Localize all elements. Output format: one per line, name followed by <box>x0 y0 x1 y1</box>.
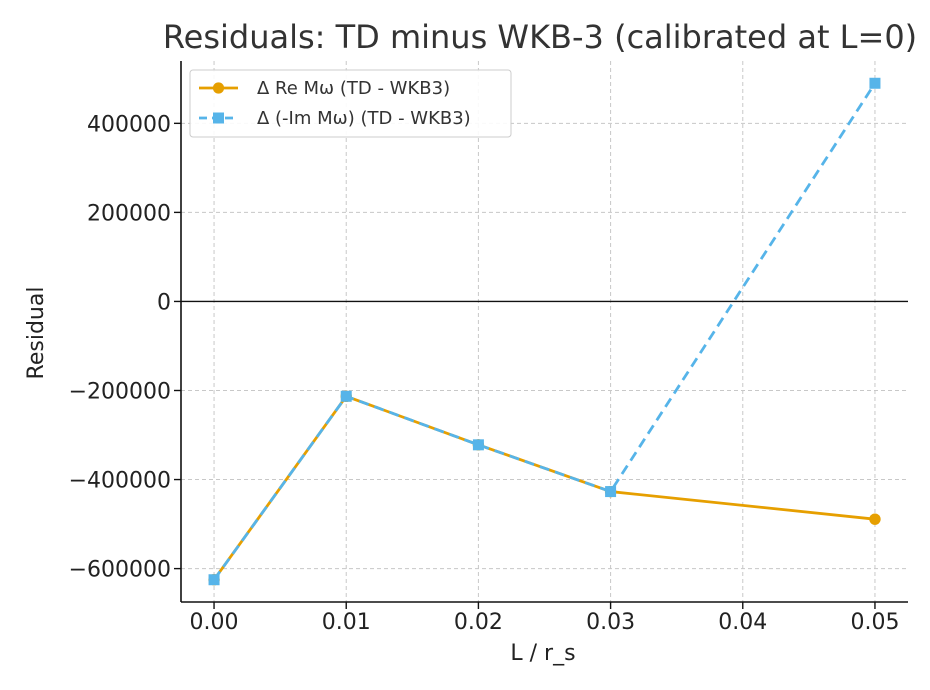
y-axis-label: Residual <box>24 287 49 380</box>
legend-box <box>189 69 512 138</box>
y-tick-label: 200000 <box>87 201 171 226</box>
series-2-point <box>869 77 881 89</box>
legend-label-2: Δ (-Im Mω) (TD - WKB3) <box>257 108 471 129</box>
y-tick-label: 400000 <box>87 112 171 137</box>
x-tick-label: 0.05 <box>850 610 899 635</box>
x-tick-label: 0.04 <box>718 610 767 635</box>
legend: Δ Re Mω (TD - WKB3) Δ (-Im Mω) (TD - WKB3… <box>189 69 512 138</box>
series-line-1 <box>212 394 876 581</box>
y-tick-label: −200000 <box>69 379 171 404</box>
series-line-2 <box>212 82 877 581</box>
legend-label-1: Δ Re Mω (TD - WKB3) <box>257 78 450 99</box>
x-axis-label: L / r_s <box>510 641 575 666</box>
x-tick-label: 0.02 <box>454 610 503 635</box>
grid-layer <box>181 61 908 602</box>
series-layer <box>208 77 881 586</box>
legend-marker-2 <box>213 112 224 124</box>
series-2-point <box>472 439 484 451</box>
legend-marker-1 <box>212 82 225 94</box>
y-tick-label: 0 <box>157 290 171 315</box>
series-2-point <box>208 574 220 586</box>
ticks-layer: 0.00 0.01 0.02 0.03 0.04 0.05 −600000 −400000 −2… <box>69 112 900 635</box>
y-tick-label: −600000 <box>69 558 171 583</box>
x-tick-label: 0.03 <box>586 610 635 635</box>
series-2-point <box>605 486 617 498</box>
x-tick-label: 0.01 <box>322 610 371 635</box>
chart-title: Residuals: TD minus WKB-3 (calibrated at… <box>163 18 917 56</box>
series-1-point <box>869 513 881 525</box>
y-tick-label: −400000 <box>69 469 171 494</box>
x-tick-label: 0.00 <box>190 610 239 635</box>
axes-layer <box>180 61 908 603</box>
series-2-point <box>340 390 352 402</box>
